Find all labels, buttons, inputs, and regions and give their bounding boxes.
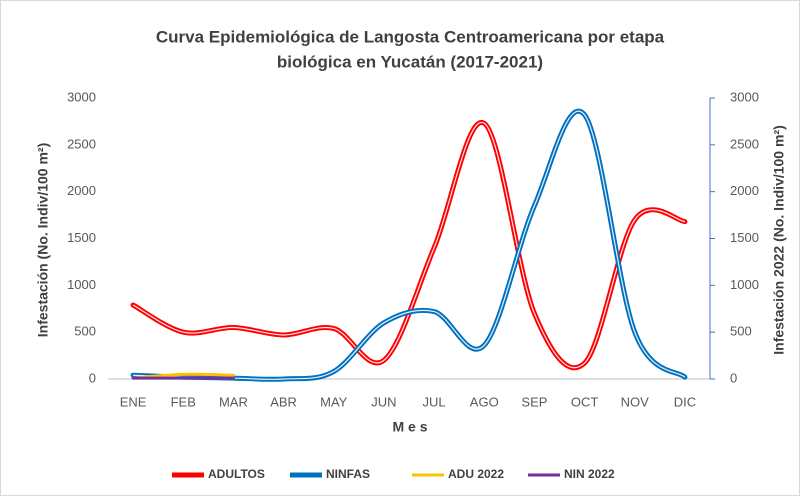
x-axis-title: M e s (392, 419, 427, 435)
y2-tick-label: 1500 (730, 230, 759, 245)
y-tick-label: 2000 (67, 183, 96, 198)
y2-tick-label: 2000 (730, 183, 759, 198)
y2-tick-label: 3000 (730, 89, 759, 104)
y-tick-label: 0 (89, 370, 96, 385)
y-tick-label: 500 (74, 324, 96, 339)
x-tick-label: ABR (270, 394, 297, 409)
x-tick-label: OCT (571, 394, 599, 409)
y-tick-label: 1000 (67, 277, 96, 292)
x-tick-label: ENE (120, 394, 147, 409)
chart-title: Curva Epidemiológica de Langosta Centroa… (156, 27, 665, 46)
y2-tick-label: 1000 (730, 277, 759, 292)
y2-axis-title: Infestación 2022 (No. Indiv/100 m²) (771, 125, 787, 355)
y2-tick-label: 0 (730, 370, 737, 385)
legend-label: NIN 2022 (564, 467, 615, 481)
x-tick-label: JUL (423, 394, 446, 409)
x-tick-label: FEB (171, 394, 196, 409)
x-tick-label: SEP (521, 394, 547, 409)
line-highlight (133, 110, 686, 380)
x-tick-label: MAY (320, 394, 348, 409)
line-highlight (132, 121, 686, 369)
legend-label: NINFAS (326, 467, 370, 481)
y2-tick-label: 500 (730, 324, 752, 339)
y-tick-label: 3000 (67, 89, 96, 104)
x-tick-label: AGO (470, 394, 499, 409)
y2-tick-label: 2500 (730, 136, 759, 151)
y-tick-label: 2500 (67, 136, 96, 151)
x-tick-label: MAR (219, 394, 248, 409)
x-tick-label: JUN (371, 394, 396, 409)
y-axis-title: Infestación (No. Indiv/100 m²) (35, 143, 51, 337)
y-tick-label: 1500 (67, 230, 96, 245)
x-tick-label: DIC (674, 394, 696, 409)
chart-title: biológica en Yucatán (2017-2021) (277, 52, 543, 71)
legend-label: ADU 2022 (448, 467, 504, 481)
x-tick-label: NOV (621, 394, 650, 409)
legend-label: ADULTOS (208, 467, 265, 481)
